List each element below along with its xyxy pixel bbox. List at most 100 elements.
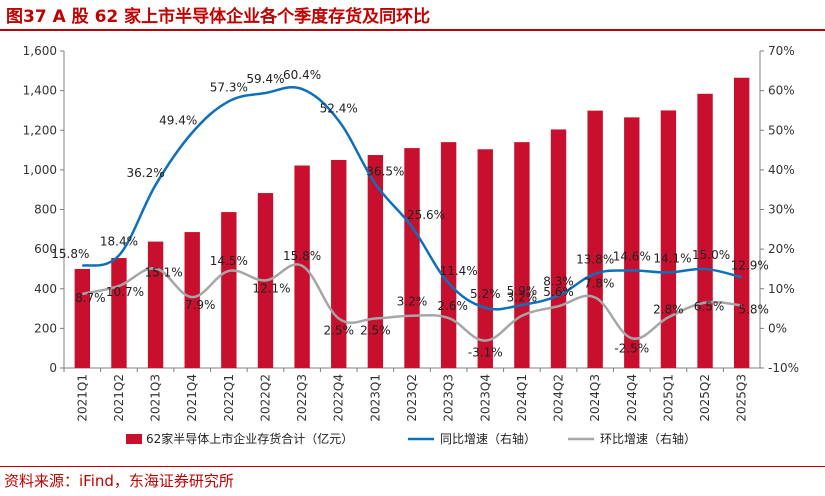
right-tick-label: 10%	[768, 282, 795, 296]
left-tick-label: 0	[49, 361, 57, 375]
inventory-bar	[587, 110, 603, 369]
x-tick-label: 2022Q4	[332, 374, 346, 422]
qoq-data-label: -2.5%	[614, 341, 649, 355]
left-tick-label: 800	[34, 203, 57, 217]
qoq-data-label: 8.7%	[75, 291, 106, 305]
qoq-data-label: 10.7%	[106, 285, 144, 299]
x-tick-label: 2023Q3	[442, 374, 456, 422]
legend-label-yoy: 同比增速（右轴）	[440, 431, 536, 446]
inventory-bar	[111, 258, 127, 368]
x-tick-label: 2021Q2	[112, 374, 126, 422]
yoy-data-label: 49.4%	[159, 114, 197, 128]
legend-label-inventory: 62家半导体上市企业存货合计（亿元）	[146, 431, 353, 446]
yoy-data-label: 57.3%	[210, 80, 248, 94]
qoq-data-label: 5.6%	[543, 285, 574, 299]
x-tick-label: 2021Q1	[75, 374, 89, 422]
qoq-data-label: 3.2%	[397, 295, 428, 309]
inventory-bar	[660, 110, 677, 368]
yoy-data-label: 18.4%	[100, 234, 138, 248]
qoq-data-label: 7.9%	[185, 298, 216, 312]
yoy-data-label: 60.4%	[283, 68, 321, 82]
legend-label-qoq: 环比增速（右轴）	[600, 431, 696, 446]
inventory-bar	[477, 149, 493, 368]
legend-swatch-inventory	[126, 434, 142, 444]
yoy-data-label: 52.4%	[320, 102, 358, 116]
right-tick-label: 30%	[768, 203, 795, 217]
left-tick-label: 1,000	[23, 163, 57, 177]
inventory-bar	[440, 142, 457, 368]
yoy-data-label: 14.1%	[653, 252, 691, 266]
yoy-data-label: 15.0%	[692, 248, 730, 262]
source-divider	[0, 466, 825, 467]
inventory-bar	[697, 93, 713, 369]
x-tick-label: 2023Q2	[405, 374, 419, 422]
inventory-bar	[404, 148, 420, 368]
left-tick-label: 1,400	[23, 84, 57, 98]
yoy-data-label: 13.8%	[576, 253, 614, 267]
x-tick-label: 2025Q3	[735, 374, 749, 422]
qoq-data-label: 15.1%	[145, 266, 183, 280]
qoq-data-label: 15.8%	[283, 249, 321, 263]
chart-title: 图37 A 股 62 家上市半导体企业各个季度存货及同环比	[6, 7, 431, 27]
inventory-bar	[624, 117, 640, 368]
x-tick-label: 2024Q4	[625, 374, 639, 422]
inventory-bar	[550, 129, 567, 368]
x-tick-label: 2021Q3	[149, 374, 163, 422]
source-note: 资料来源：iFind，东海证券研究所	[4, 472, 234, 490]
x-tick-label: 2024Q3	[588, 374, 602, 422]
qoq-data-label: 14.5%	[210, 254, 248, 268]
qoq-data-label: 12.1%	[252, 281, 290, 295]
yoy-data-label: 15.8%	[51, 247, 89, 261]
left-tick-label: 400	[34, 282, 57, 296]
qoq-growth-line	[82, 263, 742, 342]
yoy-data-label: 36.2%	[127, 166, 165, 180]
title-divider	[0, 29, 825, 31]
right-tick-label: 20%	[768, 242, 795, 256]
inventory-bar	[221, 212, 237, 368]
x-tick-label: 2022Q2	[258, 374, 272, 422]
qoq-data-label: 7.8%	[584, 276, 615, 290]
yoy-data-label: 5.2%	[470, 287, 501, 301]
x-tick-label: 2024Q2	[552, 374, 566, 422]
qoq-data-label: 2.8%	[653, 302, 684, 316]
yoy-data-label: 12.9%	[731, 258, 769, 272]
qoq-data-label: 6.5%	[694, 300, 725, 314]
yoy-growth-line	[81, 85, 742, 311]
qoq-data-label: 2.6%	[437, 299, 468, 313]
right-tick-label: 50%	[768, 123, 795, 137]
yoy-data-label: 8.3%	[543, 274, 574, 288]
inventory-bar	[147, 241, 164, 368]
yoy-data-label: 14.6%	[613, 250, 651, 264]
qoq-data-label: 2.5%	[323, 323, 354, 337]
inventory-bar	[733, 77, 750, 368]
yoy-data-label: 25.6%	[407, 208, 445, 222]
qoq-data-label: 3.2%	[507, 291, 538, 305]
x-tick-label: 2021Q4	[185, 374, 199, 422]
x-tick-label: 2024Q1	[515, 374, 529, 422]
right-tick-label: 60%	[768, 84, 795, 98]
inventory-bar	[184, 232, 200, 368]
inventory-bar	[367, 155, 384, 368]
right-tick-label: -10%	[768, 361, 799, 375]
inventory-bar	[74, 268, 91, 368]
x-tick-label: 2022Q1	[222, 374, 236, 422]
x-tick-label: 2023Q1	[368, 374, 382, 422]
yoy-data-label: 36.5%	[366, 165, 404, 179]
right-tick-label: 40%	[768, 163, 795, 177]
qoq-data-label: -3.1%	[468, 346, 503, 360]
x-tick-label: 2025Q1	[661, 374, 675, 422]
x-tick-label: 2025Q2	[698, 374, 712, 422]
right-tick-label: 70%	[768, 44, 795, 58]
yoy-data-label: 59.4%	[246, 72, 284, 86]
left-tick-label: 1,600	[23, 44, 57, 58]
left-tick-label: 1,200	[23, 123, 57, 137]
x-tick-label: 2022Q3	[295, 374, 309, 422]
inventory-bar	[514, 142, 530, 368]
left-tick-label: 200	[34, 321, 57, 335]
yoy-data-label: 11.4%	[440, 264, 478, 278]
right-tick-label: 0%	[768, 321, 787, 335]
yoy-data-label: 5.9%	[507, 284, 538, 298]
qoq-data-label: 2.5%	[360, 323, 391, 337]
qoq-data-label: 5.8%	[738, 302, 769, 316]
x-tick-label: 2023Q4	[478, 374, 492, 422]
